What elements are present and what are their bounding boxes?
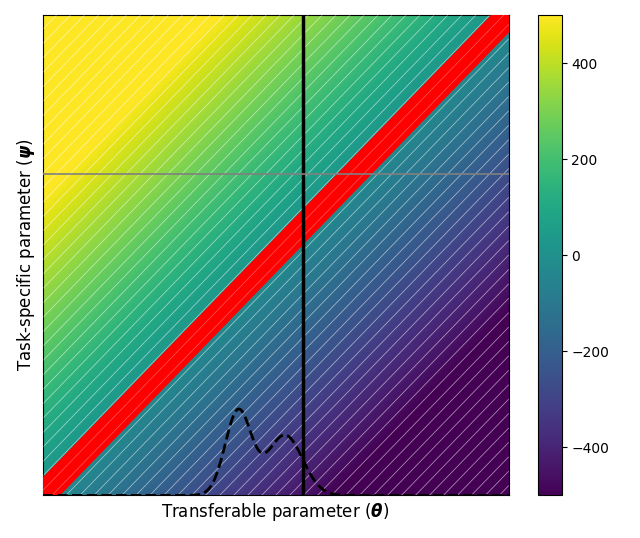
X-axis label: Transferable parameter ($\boldsymbol{\theta}$): Transferable parameter ($\boldsymbol{\th…	[161, 501, 390, 523]
Y-axis label: Task-specific parameter ($\boldsymbol{\psi}$): Task-specific parameter ($\boldsymbol{\p…	[15, 139, 37, 372]
